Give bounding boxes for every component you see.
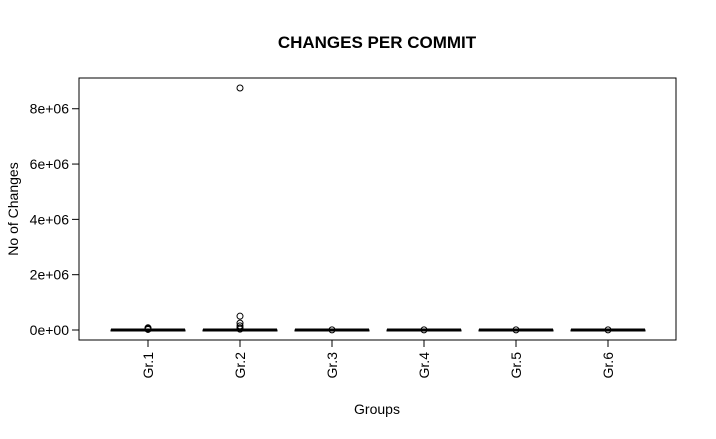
x-axis: Gr.1 Gr.2 Gr.3 Gr.4 Gr.5 Gr.6: [140, 339, 616, 379]
y-tick-label: 0e+00: [30, 322, 70, 338]
outlier-point: [236, 312, 244, 320]
y-tick-label: 4e+06: [30, 211, 70, 227]
outlier-point: [144, 324, 152, 332]
outlier-point: [236, 322, 244, 330]
box-Gr.1: [110, 324, 186, 333]
plot-area-frame: [78, 77, 677, 341]
x-tick-label: Gr.5: [508, 352, 524, 379]
x-tick-label: Gr.1: [140, 352, 156, 379]
x-tick-label: Gr.2: [232, 352, 248, 379]
x-tick-label: Gr.4: [416, 352, 432, 379]
x-tick-label: Gr.3: [324, 352, 340, 379]
y-tick-label: 6e+06: [30, 156, 70, 172]
x-tick-label: Gr.6: [600, 352, 616, 379]
y-axis: 0e+00 2e+06 4e+06 6e+06 8e+06: [30, 101, 80, 338]
outlier-point: [420, 326, 428, 334]
y-axis-label: No of Changes: [5, 162, 21, 255]
outlier-point: [604, 326, 612, 334]
boxes: [110, 84, 646, 334]
box-Gr.4: [386, 326, 462, 334]
box-Gr.6: [570, 326, 646, 334]
y-tick-label: 2e+06: [30, 267, 70, 283]
outlier-point: [236, 325, 244, 333]
box-Gr.2: [202, 84, 278, 333]
outlier-point: [328, 326, 336, 334]
box-Gr.5: [478, 326, 554, 334]
chart-title: CHANGES PER COMMIT: [278, 33, 477, 52]
box-Gr.3: [294, 326, 370, 334]
outlier-point: [236, 84, 244, 92]
outlier-point: [512, 326, 520, 334]
x-axis-label: Groups: [354, 401, 400, 417]
y-tick-label: 8e+06: [30, 101, 70, 117]
